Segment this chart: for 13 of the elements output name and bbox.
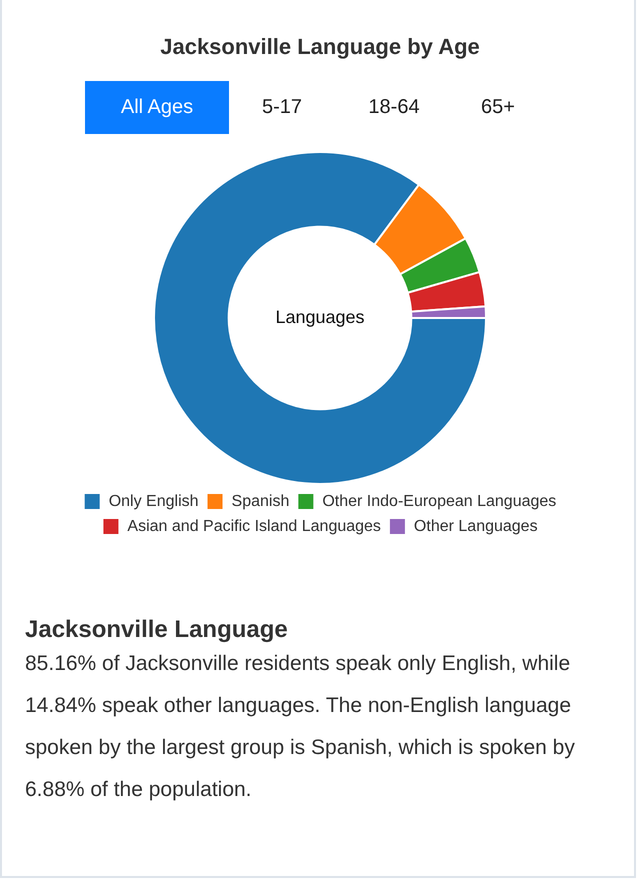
text: Jacksonville Language [25,616,288,644]
text: All Ages [85,81,229,134]
legend-label: Other Languages [414,518,538,535]
legend-label: Only English [108,492,199,510]
text: Languages [275,306,365,327]
text: 85.16% of Jacksonville residents speak only English, while 14.84% speak other languages. The non-English language spoken by the largest group is Spanish, which is spoken by 6.88% of the population. [25,651,576,803]
text: 18-64 [367,95,421,120]
text: 65+ [480,95,516,120]
text: 5-17 [260,95,304,120]
legend-label: Asian and Pacific Island Languages [127,518,381,535]
legend-label: Other Indo-European Languages [322,492,556,510]
legend-label: Spanish [232,492,290,510]
chart-title: Jacksonville Language by Age [159,34,481,60]
